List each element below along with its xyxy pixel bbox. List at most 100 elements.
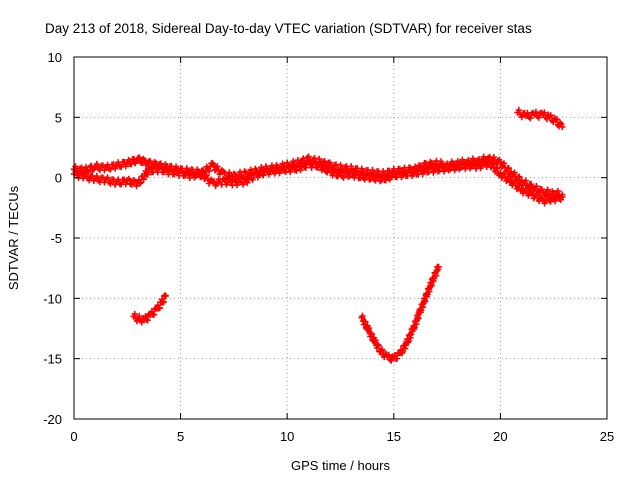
data-point — [207, 163, 214, 170]
y-tick-label: -15 — [43, 352, 62, 367]
data-point — [500, 170, 508, 177]
data-point — [535, 197, 543, 205]
y-tick-label: -10 — [43, 291, 62, 306]
data-point — [505, 164, 512, 172]
data-point — [490, 153, 497, 161]
data-point — [533, 182, 540, 190]
data-point — [156, 304, 163, 312]
data-point — [111, 165, 119, 172]
y-tick-label: -20 — [43, 412, 62, 427]
data-point — [150, 311, 158, 318]
data-point — [136, 179, 144, 187]
data-point — [128, 181, 136, 188]
data-point — [144, 317, 151, 324]
data-point — [385, 351, 392, 359]
data-point — [525, 192, 532, 199]
data-point — [287, 168, 294, 176]
data-point — [377, 347, 385, 355]
data-point — [136, 312, 143, 320]
data-point — [118, 163, 125, 171]
data-point — [260, 172, 267, 179]
data-point — [443, 162, 451, 170]
chart-title: Day 213 of 2018, Sidereal Day-to-day VTE… — [45, 21, 532, 36]
data-point — [382, 177, 390, 184]
data-point — [254, 174, 262, 181]
data-point — [500, 160, 508, 167]
x-tick-label: 0 — [70, 429, 77, 444]
data-point — [369, 171, 376, 179]
y-tick-label: 0 — [55, 171, 62, 186]
data-point — [415, 315, 422, 322]
data-point — [546, 113, 553, 120]
data-point — [515, 106, 523, 114]
data-point — [131, 178, 139, 185]
data-point — [128, 160, 135, 168]
data-point — [428, 282, 435, 289]
y-tick-label: 5 — [55, 110, 62, 125]
data-point — [522, 177, 529, 184]
y-tick-label: 10 — [48, 50, 62, 65]
data-point — [489, 160, 497, 167]
data-point — [199, 170, 207, 177]
x-tick-label: 10 — [280, 429, 294, 444]
data-point — [535, 114, 542, 121]
data-point — [541, 200, 548, 207]
data-point — [315, 159, 323, 166]
data-point — [559, 193, 566, 201]
data-point — [133, 182, 140, 190]
data-point — [146, 157, 154, 165]
data-point — [428, 165, 436, 172]
data-point — [553, 116, 561, 123]
data-point — [435, 263, 442, 271]
data-point — [368, 330, 375, 338]
data-point — [131, 310, 138, 318]
x-tick-label: 20 — [493, 429, 507, 444]
data-point — [144, 171, 151, 178]
data-point — [305, 158, 312, 165]
data-point — [451, 166, 458, 174]
data-point — [411, 167, 419, 174]
data-point — [297, 166, 304, 174]
x-tick-label: 5 — [177, 429, 184, 444]
data-point — [393, 355, 401, 362]
x-tick-label: 15 — [387, 429, 401, 444]
data-point — [516, 173, 523, 181]
series-afternoon-dip — [358, 263, 442, 364]
y-tick-label: -5 — [50, 231, 62, 246]
data-point — [122, 162, 129, 170]
series-main-band-lower — [70, 158, 566, 207]
y-axis-label: SDTVAR / TECUs — [6, 185, 21, 290]
data-point — [433, 163, 440, 171]
data-point — [107, 166, 114, 173]
data-point — [418, 166, 425, 174]
data-point — [239, 181, 247, 188]
data-point — [89, 166, 96, 174]
data-point — [125, 175, 133, 183]
data-point — [197, 174, 204, 181]
data-point — [511, 169, 518, 176]
data-point — [347, 167, 355, 175]
data-point — [516, 182, 523, 189]
data-point — [544, 186, 551, 193]
series-morning-segment — [130, 292, 169, 326]
data-point — [160, 298, 167, 305]
data-point — [72, 168, 79, 175]
data-point — [162, 292, 169, 300]
x-axis-label: GPS time / hours — [291, 458, 390, 473]
series-evening-segment — [514, 106, 566, 131]
data-point — [362, 318, 369, 326]
data-point — [343, 168, 350, 176]
data-point — [378, 346, 386, 353]
data-point — [541, 109, 548, 116]
data-point — [226, 169, 233, 176]
data-point — [533, 190, 540, 198]
data-point — [93, 160, 101, 168]
data-point — [522, 185, 529, 192]
data-point — [318, 166, 326, 174]
data-points — [70, 106, 566, 364]
data-point — [337, 169, 344, 176]
data-point — [326, 159, 334, 166]
data-point — [302, 164, 310, 171]
data-point — [547, 112, 554, 119]
